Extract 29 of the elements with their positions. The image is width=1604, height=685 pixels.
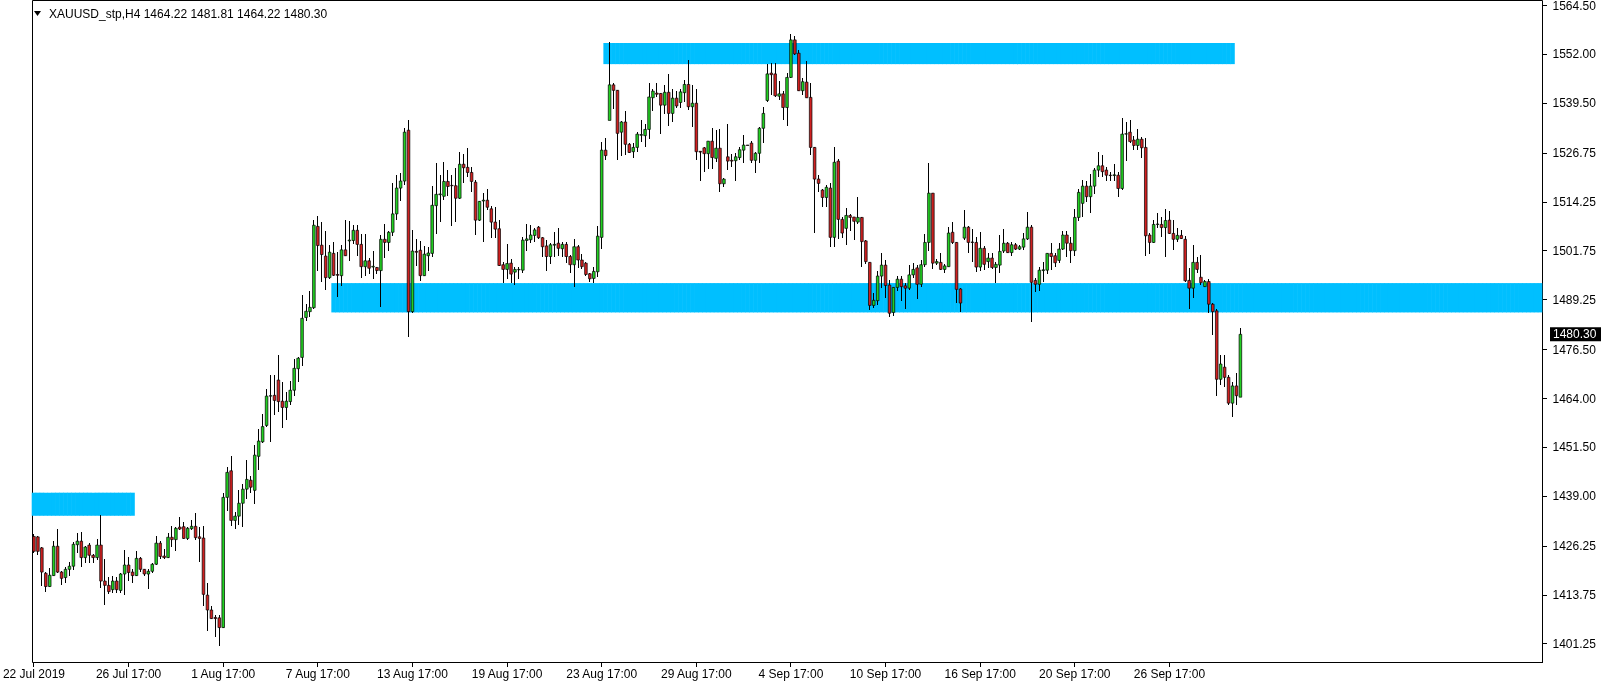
x-tick-label: 10 Sep 17:00: [849, 666, 922, 681]
y-tick-label: 1564.50: [1552, 0, 1597, 13]
y-tick-label: 1501.75: [1552, 243, 1597, 258]
y-tick-label: 1476.50: [1552, 342, 1597, 357]
y-tick-label: 1514.25: [1552, 195, 1597, 210]
y-tick-label: 1464.00: [1552, 391, 1597, 406]
y-tick-label: 1401.25: [1552, 636, 1597, 651]
x-tick-label: 1 Aug 17:00: [191, 666, 256, 681]
y-tick-label: 1451.50: [1552, 440, 1597, 455]
y-tick-label: 1539.50: [1552, 96, 1597, 111]
text: 1480.30: [1553, 327, 1597, 342]
x-tick-label: 7 Aug 17:00: [285, 666, 351, 681]
x-tick-label: 29 Aug 17:00: [660, 666, 733, 681]
y-tick-label: 1413.75: [1552, 588, 1597, 603]
y-tick-label: 1489.25: [1552, 292, 1597, 307]
x-tick-label: 26 Jul 17:00: [95, 666, 162, 681]
text: XAUUSD_stp,H4 1464.22 1481.81 1464.22 1480.30: [49, 7, 328, 21]
x-tick-label: 13 Aug 17:00: [377, 666, 449, 681]
y-tick-label: 1439.00: [1552, 489, 1597, 504]
x-tick-label: 19 Aug 17:00: [471, 666, 543, 681]
y-tick-label: 1526.75: [1552, 146, 1597, 161]
x-tick-label: 23 Aug 17:00: [566, 666, 638, 681]
x-tick-label: 26 Sep 17:00: [1133, 666, 1206, 681]
y-tick-label: 1426.25: [1552, 539, 1597, 554]
x-tick-label: 16 Sep 17:00: [944, 666, 1017, 681]
x-tick-label: 20 Sep 17:00: [1039, 666, 1111, 681]
x-tick-label: 4 Sep 17:00: [758, 666, 824, 681]
y-tick-label: 1552.00: [1552, 47, 1597, 62]
x-tick-label: 22 Jul 2019: [2, 666, 66, 681]
